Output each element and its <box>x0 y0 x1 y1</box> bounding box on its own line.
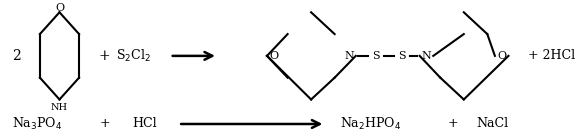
Text: HCl: HCl <box>132 117 156 131</box>
Text: S: S <box>398 51 406 61</box>
Text: NH: NH <box>51 103 68 112</box>
Text: S: S <box>372 51 380 61</box>
Text: +: + <box>99 117 110 131</box>
Text: O: O <box>497 51 506 61</box>
Text: +: + <box>99 49 111 63</box>
Text: O: O <box>269 51 278 61</box>
Text: S$_2$Cl$_2$: S$_2$Cl$_2$ <box>115 48 151 64</box>
Text: NaCl: NaCl <box>476 117 508 131</box>
Text: 2: 2 <box>12 49 20 63</box>
Text: Na$_2$HPO$_4$: Na$_2$HPO$_4$ <box>340 116 401 132</box>
Text: O: O <box>55 3 64 13</box>
Text: N: N <box>422 51 432 61</box>
Text: + 2HCl: + 2HCl <box>528 49 575 62</box>
Text: +: + <box>447 117 458 131</box>
Text: Na$_3$PO$_4$: Na$_3$PO$_4$ <box>12 116 62 132</box>
Text: N: N <box>344 51 354 61</box>
